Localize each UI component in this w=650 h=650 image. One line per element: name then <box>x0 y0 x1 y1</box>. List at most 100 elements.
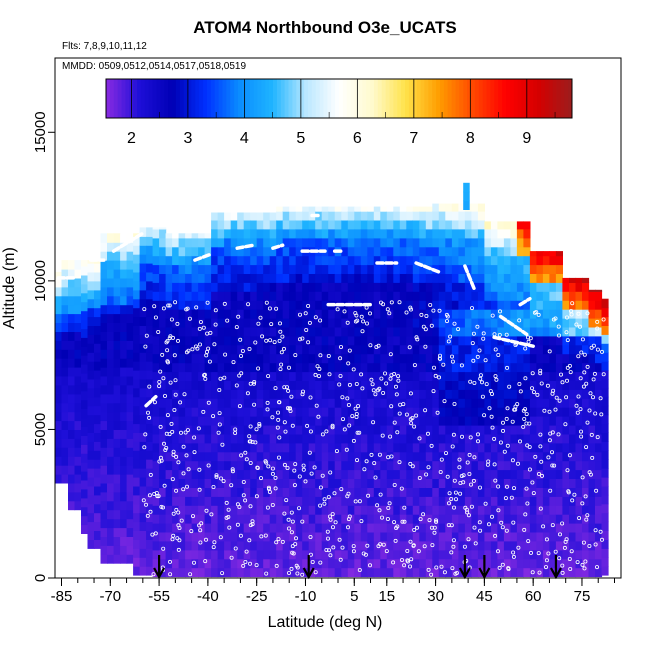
obs-point <box>479 380 484 385</box>
heat-cell <box>230 362 238 373</box>
heat-cell <box>516 451 524 462</box>
heat-cell <box>282 300 290 310</box>
heat-cell <box>510 255 518 266</box>
heat-cell <box>282 335 290 346</box>
heat-cell <box>152 309 160 319</box>
heat-cell <box>165 416 173 426</box>
heat-cell <box>315 496 323 506</box>
heat-cell <box>380 246 388 257</box>
heat-cell <box>256 264 264 274</box>
heat-cell <box>529 460 537 471</box>
heat-cell <box>61 260 69 270</box>
heat-cell <box>308 318 316 328</box>
heat-cell <box>100 518 108 529</box>
heat-cell <box>510 451 518 462</box>
obs-point <box>498 440 503 445</box>
heat-cell <box>503 416 511 426</box>
heat-cell <box>490 318 498 328</box>
heat-cell <box>139 396 147 407</box>
heat-cell <box>380 228 388 239</box>
obs-point <box>472 455 477 460</box>
colorbar-segment <box>152 79 157 118</box>
heat-cell <box>120 411 128 422</box>
obs-point <box>316 414 321 419</box>
heat-cell <box>256 523 264 533</box>
heat-cell <box>191 246 199 257</box>
heat-cell <box>569 309 577 319</box>
obs-point <box>593 542 598 547</box>
heat-cell <box>406 425 414 435</box>
obs-point <box>233 430 238 435</box>
colorbar-segment <box>513 79 519 118</box>
heat-cell <box>490 362 498 373</box>
obs-point <box>547 349 552 354</box>
heat-cell <box>107 474 115 484</box>
heat-cell <box>419 389 427 399</box>
obs-point <box>217 411 222 416</box>
heat-cell <box>100 331 108 341</box>
heat-cell <box>139 361 147 371</box>
heat-cell <box>354 206 362 212</box>
heat-cell <box>55 340 63 350</box>
heat-cell <box>74 358 82 368</box>
heat-cell <box>81 283 89 294</box>
heat-cell <box>68 295 76 306</box>
obs-point <box>328 470 333 475</box>
heat-cell <box>464 300 472 310</box>
heat-cell <box>471 505 479 515</box>
heat-cell <box>399 264 407 274</box>
obs-point <box>462 544 467 549</box>
heat-cell <box>406 282 414 292</box>
heat-cell <box>250 567 258 578</box>
colorbar-segment <box>424 79 429 118</box>
obs-point <box>380 433 385 438</box>
heat-cell <box>458 523 466 533</box>
heat-cell <box>419 505 427 515</box>
heat-cell <box>94 361 102 371</box>
heat-cell <box>432 549 440 560</box>
heat-cell <box>198 478 206 488</box>
heat-cell <box>393 300 401 310</box>
heat-cell <box>237 326 245 337</box>
colorbar-segment <box>261 79 266 118</box>
heat-cell <box>549 353 557 364</box>
heat-cell <box>399 540 407 551</box>
heat-cell <box>302 531 310 542</box>
heat-cell <box>165 246 173 257</box>
heat-cell <box>61 313 69 323</box>
heat-cell <box>146 459 154 469</box>
heat-cell <box>198 300 206 310</box>
heat-cell <box>464 362 472 373</box>
heat-cell <box>185 425 193 435</box>
heat-cell <box>367 425 375 435</box>
obs-point <box>423 327 428 332</box>
heat-cell <box>367 505 375 515</box>
heat-cell <box>458 300 466 310</box>
colorbar-segment <box>482 79 488 118</box>
heat-cell <box>295 282 303 292</box>
heat-cell <box>432 523 440 533</box>
heat-cell <box>380 496 388 506</box>
heat-cell <box>503 460 511 471</box>
obs-point <box>591 343 596 348</box>
heat-cell <box>282 264 290 274</box>
heat-cell <box>438 523 446 533</box>
heat-cell <box>126 349 134 359</box>
heat-cell <box>191 233 199 239</box>
heat-cell <box>211 487 219 497</box>
heat-cell <box>113 358 121 368</box>
obs-point <box>477 520 482 525</box>
heat-cell <box>250 531 258 542</box>
heat-cell <box>289 540 297 551</box>
heat-cell <box>81 301 89 312</box>
heat-cell <box>211 549 219 560</box>
heat-cell <box>445 228 453 239</box>
obs-point <box>181 444 186 449</box>
heat-cell <box>386 264 394 274</box>
heat-cell <box>529 255 537 266</box>
obs-point <box>142 445 147 450</box>
obs-point <box>318 353 323 358</box>
flight-track-segment <box>235 243 256 250</box>
heat-cell <box>341 487 349 497</box>
heat-cell <box>542 460 550 471</box>
